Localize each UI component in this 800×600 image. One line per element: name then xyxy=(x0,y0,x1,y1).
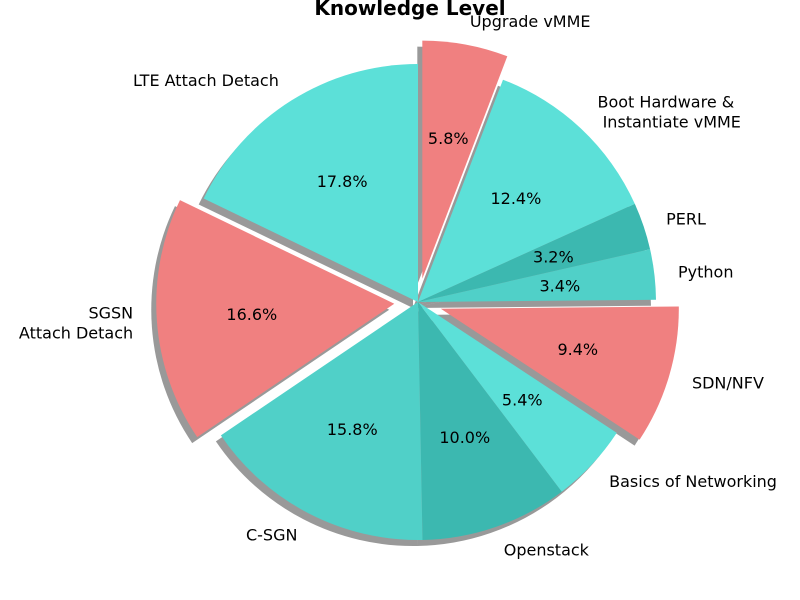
pie-slice-python xyxy=(418,249,656,302)
pie-slice-upgrade-vmme xyxy=(422,40,508,279)
pie-slice-basics-of-networking xyxy=(418,302,617,492)
slice-label-openstack: Openstack xyxy=(504,540,590,559)
pie-slice-openstack xyxy=(418,302,562,540)
slice-label-perl: PERL xyxy=(666,210,706,229)
slice-percent-python: 3.4% xyxy=(540,276,581,295)
pie-slice-c-sgn xyxy=(220,302,423,541)
slice-label-python: Python xyxy=(678,263,733,282)
slice-percent-perl: 3.2% xyxy=(533,248,574,267)
chart-title: Knowledge Level xyxy=(314,0,505,20)
slice-percent-openstack: 10.0% xyxy=(439,428,490,447)
pie-slice-sdn-nfv xyxy=(440,306,679,440)
slice-percent-sgsn-attach-detach: 16.6% xyxy=(226,305,277,324)
slice-percent-basics-of-networking: 5.4% xyxy=(502,391,543,410)
slice-percent-upgrade-vmme: 5.8% xyxy=(428,129,469,148)
slice-label-lte-attach-detach: LTE Attach Detach xyxy=(133,71,279,90)
slice-label-c-sgn: C-SGN xyxy=(246,525,297,544)
slice-percent-lte-attach-detach: 17.8% xyxy=(317,172,368,191)
pie-slice-sgsn-attach-detach xyxy=(156,200,395,438)
pie-slice-lte-attach-detach xyxy=(203,64,418,302)
slice-percent-boot-hardware-instantiate-vmme: 12.4% xyxy=(490,189,541,208)
slice-label-boot-hardware-instantiate-vmme: Boot Hardware & Instantiate vMME xyxy=(598,92,741,131)
pie-slice-boot-hardware-instantiate-vmme xyxy=(418,79,635,302)
slice-percent-c-sgn: 15.8% xyxy=(327,420,378,439)
slice-label-sgsn-attach-detach: SGSN Attach Detach xyxy=(19,304,133,343)
slice-label-basics-of-networking: Basics of Networking xyxy=(609,472,777,491)
pie-slice-perl xyxy=(418,203,651,302)
slice-percent-sdn-nfv: 9.4% xyxy=(557,340,598,359)
slice-label-sdn-nfv: SDN/NFV xyxy=(692,374,764,393)
slice-label-upgrade-vmme: Upgrade vMME xyxy=(470,12,591,31)
